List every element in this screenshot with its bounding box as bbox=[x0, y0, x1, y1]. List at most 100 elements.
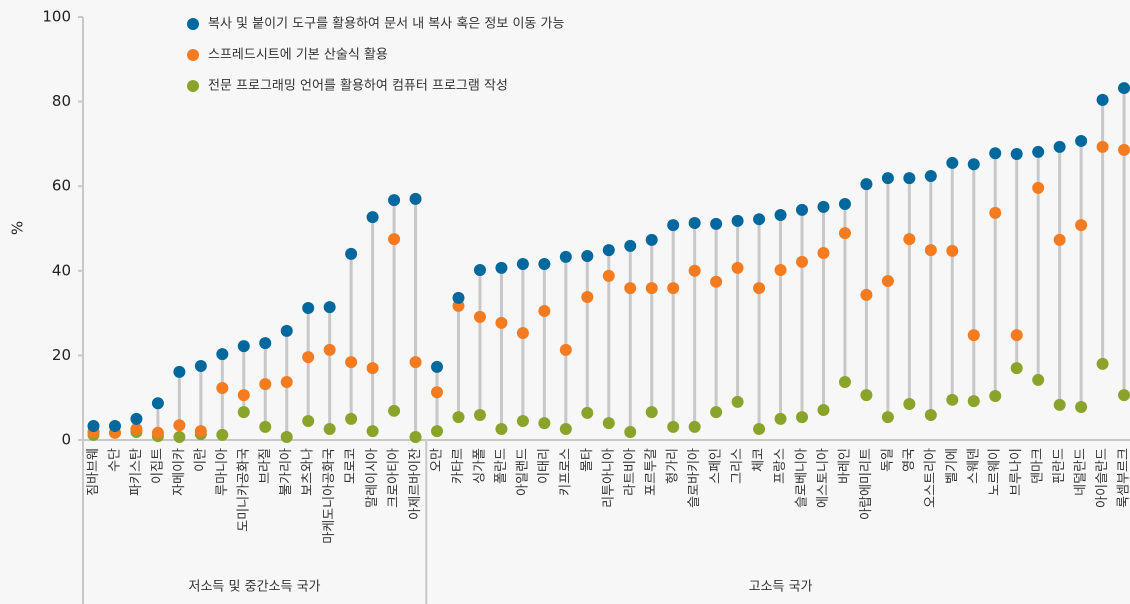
x-tick-label: 브라질 bbox=[258, 448, 273, 484]
dot bbox=[602, 269, 615, 282]
legend-label: 전문 프로그래밍 언어를 활용하여 컴퓨터 프로그램 작성 bbox=[208, 79, 508, 94]
dot bbox=[753, 282, 766, 295]
dot bbox=[452, 291, 465, 304]
dot bbox=[473, 263, 486, 276]
dot bbox=[989, 147, 1002, 160]
dot bbox=[602, 244, 615, 257]
dot bbox=[774, 263, 787, 276]
group-label: 고소득 국가 bbox=[749, 580, 813, 595]
dot bbox=[1010, 362, 1023, 375]
dot bbox=[817, 200, 830, 213]
dot bbox=[538, 417, 551, 430]
dot bbox=[860, 389, 873, 402]
dot bbox=[1118, 389, 1130, 402]
x-tick-label: 싱가폴 bbox=[472, 448, 487, 484]
dot bbox=[838, 197, 851, 210]
dot bbox=[924, 170, 937, 183]
legend-label: 복사 및 붙이기 도구를 활용하여 문서 내 복사 혹은 정보 이동 가능 bbox=[208, 17, 564, 32]
dot bbox=[903, 233, 916, 246]
dot bbox=[280, 431, 293, 444]
dot bbox=[710, 406, 723, 419]
dot bbox=[366, 425, 379, 438]
dot bbox=[194, 359, 207, 372]
x-tick-label: 바레인 bbox=[837, 448, 852, 484]
dot bbox=[259, 378, 272, 391]
dot bbox=[1118, 82, 1130, 95]
dot bbox=[753, 213, 766, 226]
x-tick-label: 프랑스 bbox=[773, 448, 788, 484]
dot bbox=[473, 310, 486, 323]
dot bbox=[280, 376, 293, 389]
dot bbox=[1053, 233, 1066, 246]
x-tick-label: 몰타 bbox=[580, 448, 595, 472]
y-tick-label: 0 bbox=[61, 431, 71, 449]
dot bbox=[1075, 401, 1088, 414]
x-tick-label: 루마니아 bbox=[215, 448, 230, 496]
y-tick-label: 60 bbox=[52, 177, 71, 195]
x-tick-label: 그리스 bbox=[730, 448, 745, 484]
dot bbox=[323, 423, 336, 436]
x-tick-label: 아제르바이잔 bbox=[408, 448, 423, 520]
dot bbox=[989, 206, 1002, 219]
x-tick-label: 자메이카 bbox=[172, 448, 187, 496]
dot bbox=[581, 291, 594, 304]
dot bbox=[1010, 148, 1023, 161]
x-tick-label: 포르투갈 bbox=[644, 448, 659, 496]
dot bbox=[366, 362, 379, 375]
dot bbox=[108, 420, 121, 433]
dot bbox=[1075, 219, 1088, 232]
x-tick-label: 말레이시아 bbox=[365, 448, 380, 508]
dot bbox=[302, 302, 315, 315]
dot bbox=[774, 208, 787, 221]
x-tick-label: 이란 bbox=[193, 448, 208, 472]
dot bbox=[645, 233, 658, 246]
dot bbox=[688, 420, 701, 433]
dot bbox=[473, 409, 486, 422]
dot bbox=[989, 390, 1002, 403]
dot bbox=[366, 211, 379, 224]
x-tick-label: 슬로베니아 bbox=[795, 448, 810, 508]
dot bbox=[667, 420, 680, 433]
y-tick-label: 100 bbox=[42, 8, 71, 26]
dot bbox=[796, 203, 809, 216]
dot bbox=[538, 304, 551, 317]
dot bbox=[1032, 373, 1045, 386]
dot bbox=[323, 301, 336, 314]
dot bbox=[624, 239, 637, 252]
dot bbox=[1075, 134, 1088, 147]
x-tick-label: 벨기에 bbox=[945, 448, 960, 484]
x-tick-label: 룩셈부르크 bbox=[1117, 448, 1130, 508]
dot bbox=[645, 282, 658, 295]
dot bbox=[516, 326, 529, 339]
dot bbox=[710, 275, 723, 288]
x-tick-label: 헝가리 bbox=[666, 448, 681, 484]
dot bbox=[1118, 143, 1130, 156]
dot bbox=[1032, 181, 1045, 194]
dot bbox=[796, 255, 809, 268]
dot bbox=[559, 250, 572, 263]
dot bbox=[688, 264, 701, 277]
dot bbox=[151, 397, 164, 410]
dot bbox=[1010, 329, 1023, 342]
x-tick-label: 핀란드 bbox=[1052, 448, 1067, 484]
dot bbox=[130, 423, 143, 436]
dot bbox=[581, 249, 594, 262]
y-tick-label: 80 bbox=[52, 92, 71, 110]
dot bbox=[838, 376, 851, 389]
group-label: 저소득 및 중간소득 국가 bbox=[189, 580, 321, 595]
dot bbox=[259, 337, 272, 350]
dot bbox=[731, 395, 744, 408]
dot bbox=[817, 247, 830, 260]
dot bbox=[860, 178, 873, 191]
dot bbox=[624, 425, 637, 438]
dot bbox=[431, 360, 444, 373]
x-tick-label: 아이슬란드 bbox=[1095, 448, 1110, 508]
x-tick-label: 이집트 bbox=[150, 448, 165, 484]
x-tick-label: 브루나이 bbox=[1009, 448, 1024, 496]
dot bbox=[237, 389, 250, 402]
dot bbox=[1053, 398, 1066, 411]
dot bbox=[1053, 140, 1066, 153]
dot bbox=[881, 172, 894, 185]
x-tick-label: 마케도니아공화국 bbox=[322, 448, 337, 544]
